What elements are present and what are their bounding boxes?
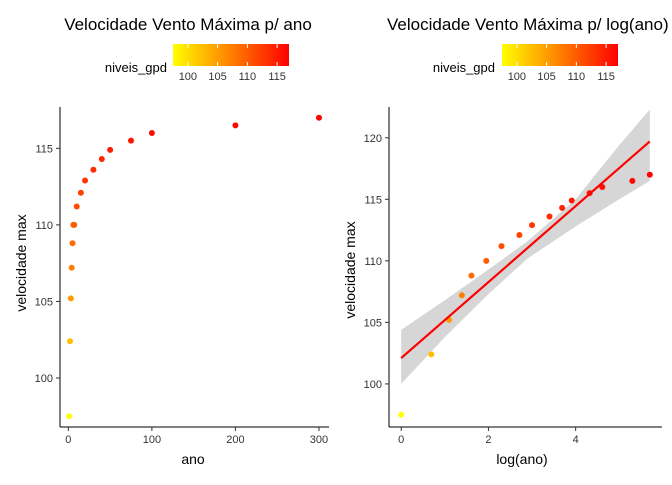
data-point	[629, 177, 636, 184]
legend-tick-label: 105	[208, 71, 226, 83]
y-tick-label: 110	[364, 256, 382, 268]
left-legend: niveis_gpd 100 105 110 115	[105, 44, 289, 83]
legend-tick-label: 105	[537, 71, 555, 83]
left-y-axis-title: velocidade max	[13, 214, 29, 311]
y-tick-label: 100	[364, 379, 382, 391]
data-point	[232, 122, 239, 129]
data-point	[73, 203, 80, 210]
panel-right: Velocidade Vento Máxima p/ log(ano) nive…	[342, 15, 669, 467]
right-chart-title: Velocidade Vento Máxima p/ log(ano)	[387, 15, 669, 34]
right-legend: niveis_gpd 100 105 110 115	[433, 44, 618, 83]
x-tick-label: 0	[65, 434, 71, 446]
y-tick-label: 115	[364, 194, 382, 206]
left-chart-title: Velocidade Vento Máxima p/ ano	[64, 15, 312, 34]
data-point	[498, 243, 505, 250]
data-point	[69, 240, 76, 247]
confidence-band	[401, 109, 650, 384]
x-tick-label: 200	[226, 434, 244, 446]
x-tick-label: 2	[485, 434, 491, 446]
legend-tick-label: 100	[508, 71, 526, 83]
data-point	[148, 130, 155, 137]
left-plot-area: 0 100 200 300 100 105 110 115	[35, 107, 329, 446]
x-tick-label: 100	[143, 434, 161, 446]
x-tick-label: 300	[310, 434, 328, 446]
right-y-axis-title: velocidade max	[342, 221, 358, 318]
data-point	[529, 222, 536, 229]
data-point	[516, 232, 523, 238]
left-legend-title: niveis_gpd	[105, 60, 167, 75]
data-point	[82, 177, 89, 184]
right-legend-title: niveis_gpd	[433, 60, 495, 75]
data-point	[458, 292, 465, 299]
right-legend-colorbar	[502, 44, 618, 66]
y-tick-label: 100	[35, 373, 53, 385]
right-legend-ticks: 100 105 110 115	[508, 44, 615, 83]
data-point	[468, 272, 475, 279]
data-point	[428, 351, 435, 358]
x-tick-label: 0	[398, 434, 404, 446]
right-x-axis-title: log(ano)	[496, 451, 547, 467]
x-tick-label: 4	[573, 434, 579, 446]
left-legend-ticks: 100 105 110 115	[179, 44, 286, 83]
data-point	[568, 197, 575, 204]
right-plot-area: 0 2 4 100 105 110 115 120	[364, 107, 662, 446]
legend-tick-label: 100	[179, 71, 197, 83]
data-point	[483, 257, 490, 264]
y-tick-label: 115	[35, 143, 53, 155]
data-point	[67, 338, 74, 345]
legend-tick-label: 110	[568, 71, 586, 83]
y-tick-label: 105	[364, 317, 382, 329]
data-point	[398, 411, 405, 418]
y-tick-label: 120	[364, 133, 382, 145]
legend-tick-label: 110	[239, 71, 257, 83]
data-point	[646, 171, 653, 178]
y-tick-label: 105	[35, 296, 53, 308]
data-point	[71, 221, 78, 228]
data-point	[77, 189, 84, 196]
data-point	[68, 264, 75, 271]
legend-tick-label: 115	[597, 71, 615, 83]
data-point	[546, 213, 553, 220]
legend-tick-label: 115	[268, 71, 286, 83]
data-point	[128, 137, 135, 144]
regression-line	[400, 140, 651, 359]
data-point	[559, 204, 566, 211]
y-tick-label: 110	[35, 220, 53, 232]
panel-left: Velocidade Vento Máxima p/ ano niveis_gp…	[13, 15, 329, 467]
data-point	[90, 166, 97, 173]
left-x-axis-title: ano	[181, 451, 205, 467]
data-point	[315, 114, 322, 121]
data-point	[107, 146, 114, 153]
data-point	[66, 413, 73, 420]
left-legend-colorbar	[173, 44, 289, 66]
data-point	[67, 295, 74, 302]
data-point	[98, 156, 105, 163]
